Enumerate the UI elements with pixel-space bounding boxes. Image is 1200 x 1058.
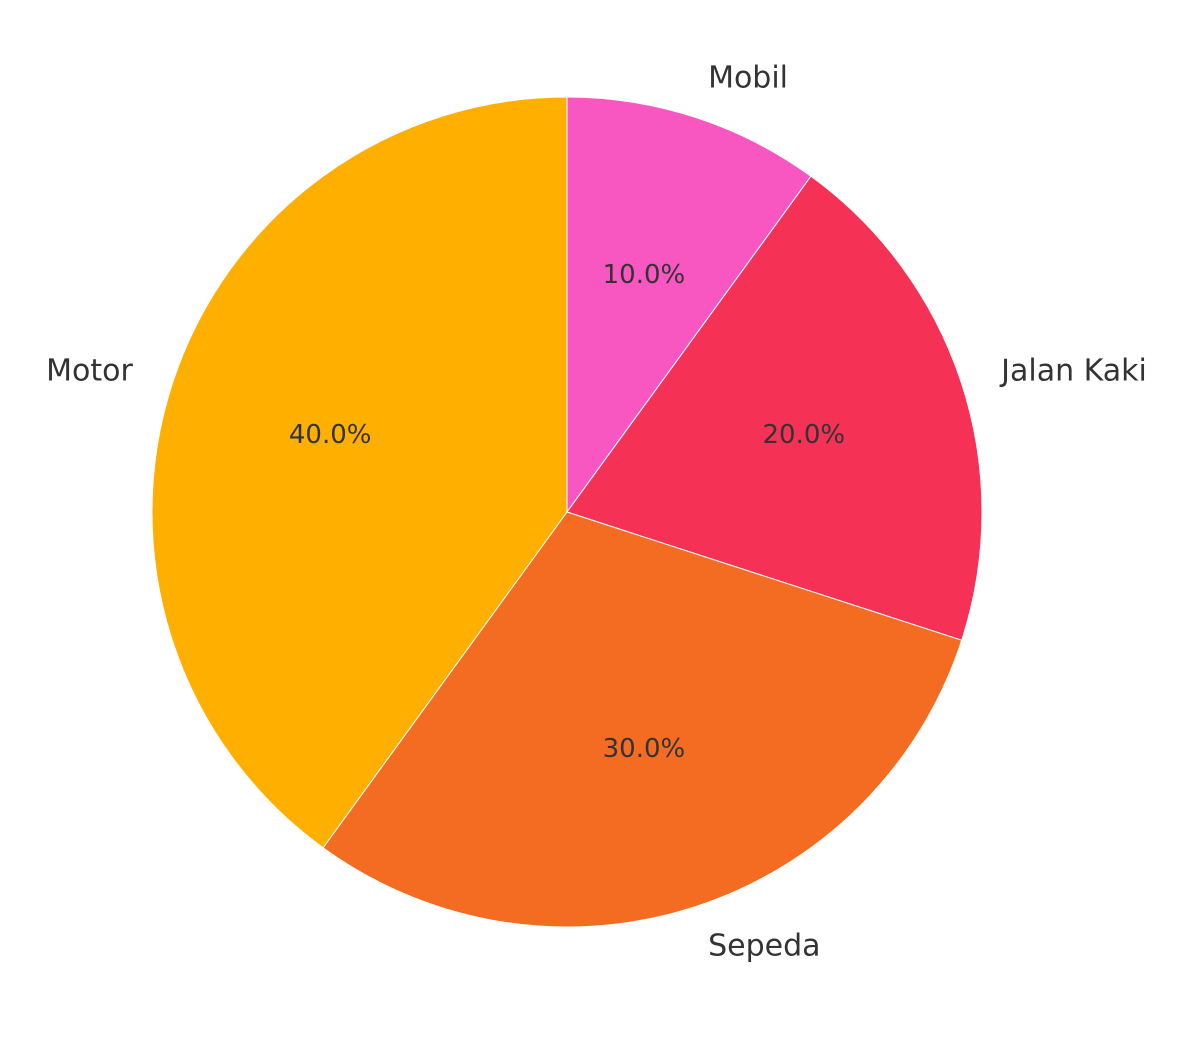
pie-slice-sepeda	[322, 511, 963, 928]
slices-layer	[151, 96, 983, 928]
pie-slice-mobil	[566, 96, 812, 514]
pie-category-label-sepeda: Sepeda	[708, 929, 820, 964]
pie-pct-label-mobil: 10.0%	[603, 260, 686, 290]
labels-layer: 10.0% Mobil 20.0% Jalan Kaki 30.0% Sepeda 40.0…	[46, 60, 1147, 963]
pie-pct-label-motor: 40.0%	[289, 420, 372, 450]
pie-pct-label-jalan-kaki: 20.0%	[763, 420, 846, 450]
pie-category-label-mobil: Mobil	[708, 60, 788, 95]
pie-slice-jalan-kaki	[566, 175, 983, 641]
pie-category-label-motor: Motor	[46, 353, 133, 388]
pie-category-label-jalan-kaki: Jalan Kaki	[999, 353, 1147, 388]
pie-pct-label-sepeda: 30.0%	[603, 734, 686, 764]
pie-slice-motor	[151, 96, 568, 849]
